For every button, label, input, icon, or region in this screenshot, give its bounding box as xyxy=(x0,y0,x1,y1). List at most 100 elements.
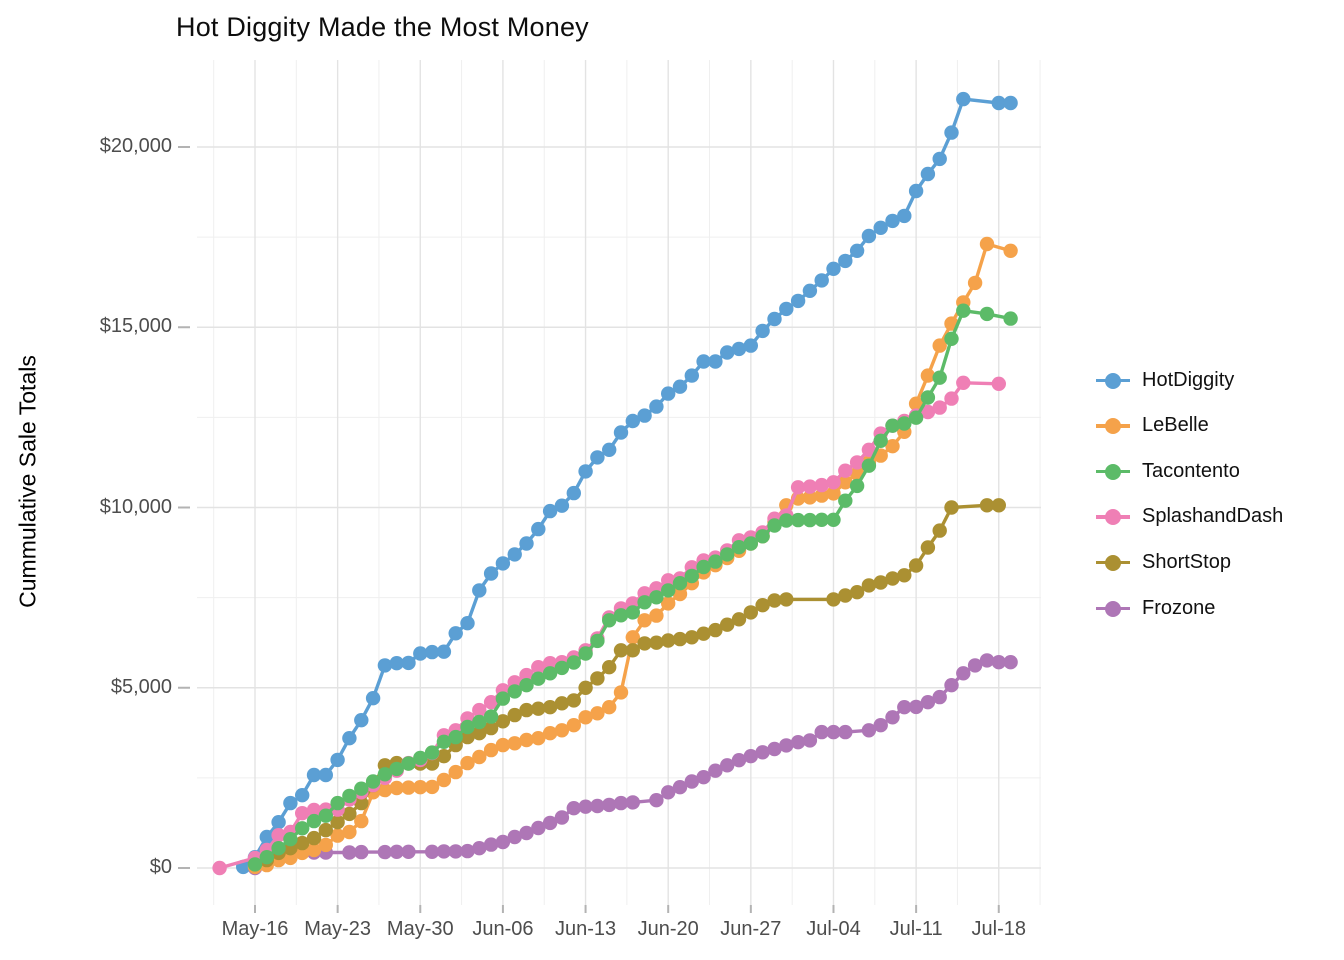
series-HotDiggity xyxy=(236,91,1018,875)
y-tick-label: $0 xyxy=(149,856,172,878)
series-line-HotDiggity xyxy=(241,97,1013,869)
data-point xyxy=(956,666,971,681)
legend-dot xyxy=(1105,418,1121,435)
data-point xyxy=(731,612,747,627)
data-point xyxy=(495,834,511,850)
data-point xyxy=(295,806,310,821)
x-tick-label: Jul-11 xyxy=(889,918,943,940)
data-point xyxy=(259,850,274,865)
data-point xyxy=(661,573,676,588)
legend-item-HotDiggity: HotDiggity xyxy=(1096,365,1234,395)
data-point xyxy=(967,658,983,673)
data-point xyxy=(861,723,877,738)
data-point xyxy=(649,590,664,605)
data-point xyxy=(531,731,546,746)
data-point xyxy=(342,845,357,860)
legend-label: Tacontento xyxy=(1142,459,1240,482)
data-point xyxy=(306,802,322,818)
data-point xyxy=(708,354,723,369)
x-tick-label: Jun-20 xyxy=(637,918,699,940)
data-point xyxy=(625,643,640,658)
data-point xyxy=(814,477,829,493)
x-tick-label: Jul-04 xyxy=(806,918,861,940)
data-point xyxy=(625,605,640,620)
data-point xyxy=(932,400,947,415)
data-point xyxy=(991,95,1006,111)
data-point xyxy=(908,396,924,411)
x-tick-label: Jun-13 xyxy=(554,918,617,940)
data-point xyxy=(436,844,452,859)
data-point xyxy=(991,655,1006,670)
data-point xyxy=(684,568,699,584)
legend-key-icon xyxy=(1096,411,1130,441)
data-point xyxy=(507,829,522,845)
y-tick-label: $20,000 xyxy=(99,135,172,157)
data-point xyxy=(920,166,936,182)
x-tick-label: Jun-06 xyxy=(472,918,534,940)
data-point xyxy=(873,718,888,733)
data-point xyxy=(885,213,900,229)
data-point xyxy=(672,379,688,394)
data-point xyxy=(625,413,640,429)
data-point xyxy=(932,523,947,538)
data-point xyxy=(731,341,747,357)
data-point xyxy=(684,774,699,789)
data-point xyxy=(472,841,487,856)
data-point xyxy=(483,566,499,581)
data-point xyxy=(908,699,924,715)
data-point xyxy=(731,540,747,555)
data-point xyxy=(720,547,735,562)
data-point xyxy=(212,860,227,876)
data-point xyxy=(613,425,629,440)
data-point xyxy=(472,583,487,598)
data-point xyxy=(814,512,829,527)
data-point xyxy=(885,439,900,454)
data-point xyxy=(424,779,440,795)
x-tick-label: Jun-27 xyxy=(720,918,782,940)
legend-label: Frozone xyxy=(1142,596,1216,619)
data-point xyxy=(826,475,841,490)
data-point xyxy=(389,656,404,671)
data-point xyxy=(424,844,440,859)
data-point xyxy=(507,684,522,699)
data-point xyxy=(342,824,357,840)
data-point xyxy=(720,617,735,632)
data-point xyxy=(448,626,463,641)
legend-label: LeBelle xyxy=(1142,414,1209,437)
legend-dot xyxy=(1105,554,1121,571)
data-point xyxy=(790,293,806,309)
data-point xyxy=(578,710,593,725)
series-line-Frozone xyxy=(253,658,1013,870)
data-point xyxy=(483,720,499,736)
data-point xyxy=(413,780,428,795)
data-point xyxy=(295,788,310,803)
data-point xyxy=(495,556,511,571)
legend-label: SplashandDash xyxy=(1142,505,1284,528)
data-point xyxy=(613,795,629,811)
data-point xyxy=(802,512,818,528)
data-point xyxy=(306,842,322,858)
data-point xyxy=(661,386,676,401)
data-point xyxy=(802,490,818,505)
data-point xyxy=(637,408,652,423)
data-point xyxy=(519,825,534,841)
legend-key-icon xyxy=(1096,547,1130,577)
series-LeBelle xyxy=(247,236,1018,875)
data-point xyxy=(542,503,558,519)
data-point xyxy=(826,724,841,740)
data-point xyxy=(554,723,570,738)
data-point xyxy=(779,738,794,753)
data-point xyxy=(672,780,688,795)
data-point xyxy=(507,736,522,751)
data-point xyxy=(495,714,511,729)
data-point xyxy=(779,513,794,528)
data-point xyxy=(672,586,688,602)
data-point xyxy=(743,605,758,620)
data-point xyxy=(743,749,758,764)
data-point xyxy=(672,631,688,647)
data-point xyxy=(436,772,452,788)
data-point xyxy=(625,795,640,810)
data-point xyxy=(814,488,829,503)
data-point xyxy=(956,375,971,390)
